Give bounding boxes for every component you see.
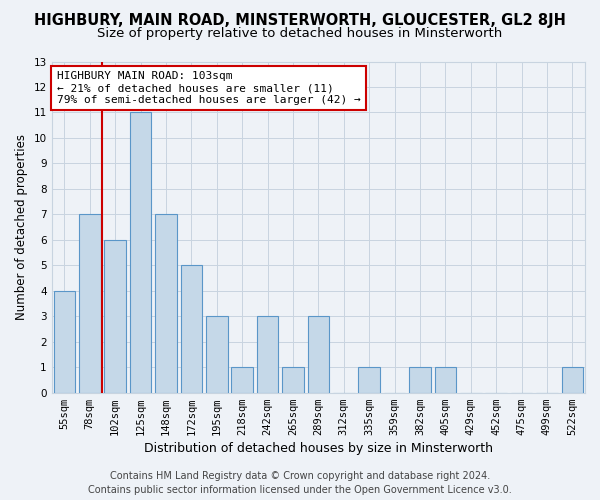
Text: Contains HM Land Registry data © Crown copyright and database right 2024.
Contai: Contains HM Land Registry data © Crown c… [88,471,512,495]
Y-axis label: Number of detached properties: Number of detached properties [15,134,28,320]
Bar [562,367,583,392]
Bar [282,367,304,392]
X-axis label: Distribution of detached houses by size in Minsterworth: Distribution of detached houses by size … [144,442,493,455]
Text: Size of property relative to detached houses in Minsterworth: Size of property relative to detached ho… [97,28,503,40]
Text: HIGHBURY, MAIN ROAD, MINSTERWORTH, GLOUCESTER, GL2 8JH: HIGHBURY, MAIN ROAD, MINSTERWORTH, GLOUC… [34,12,566,28]
Bar [155,214,177,392]
Bar [53,291,75,392]
Bar [104,240,126,392]
Bar [257,316,278,392]
Bar [206,316,227,392]
Bar [434,367,456,392]
Text: HIGHBURY MAIN ROAD: 103sqm
← 21% of detached houses are smaller (11)
79% of semi: HIGHBURY MAIN ROAD: 103sqm ← 21% of deta… [57,72,361,104]
Bar [181,266,202,392]
Bar [409,367,431,392]
Bar [79,214,101,392]
Bar [308,316,329,392]
Bar [358,367,380,392]
Bar [232,367,253,392]
Bar [130,112,151,392]
